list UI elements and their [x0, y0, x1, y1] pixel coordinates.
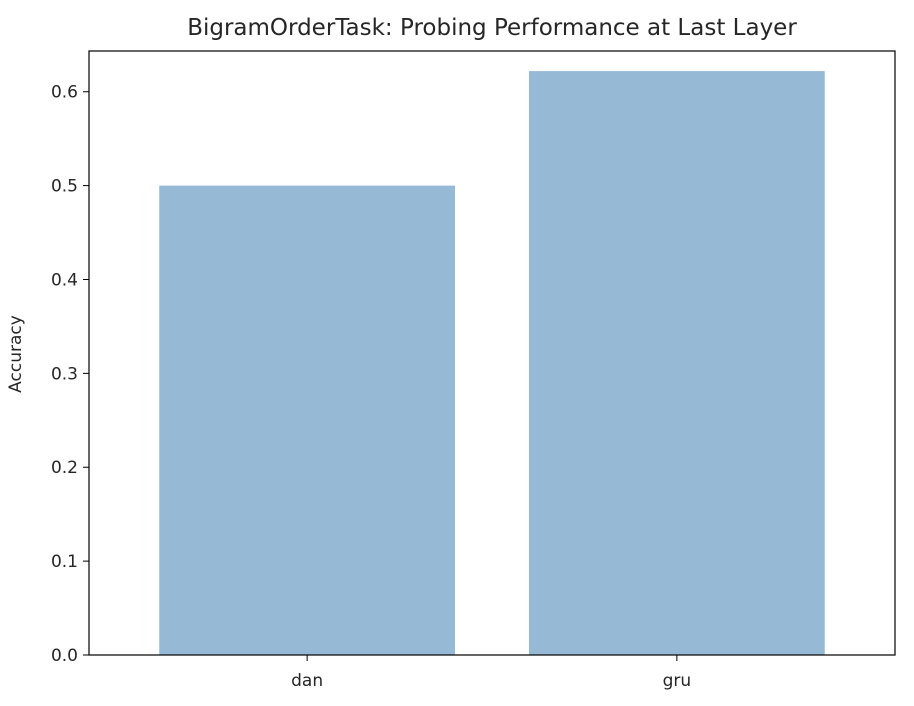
bars-layer	[159, 71, 825, 655]
bar-gru	[528, 71, 825, 655]
y-tick-label: 0.0	[51, 646, 78, 666]
x-tick-label: dan	[291, 671, 323, 691]
y-axis-label: Accuracy	[6, 315, 26, 393]
x-tick-label: gru	[663, 671, 692, 691]
x-ticks-layer: dan gru	[291, 655, 691, 691]
y-tick-label: 0.5	[51, 177, 78, 197]
y-tick-label: 0.4	[51, 270, 78, 290]
y-ticks-layer: 0.0 0.1 0.2 0.3 0.4 0.5 0.6	[51, 83, 89, 666]
y-tick-label: 0.6	[51, 83, 78, 103]
y-tick-label: 0.2	[51, 458, 78, 478]
plot-frame	[88, 50, 896, 656]
y-tick-label: 0.3	[51, 364, 78, 384]
chart-title: BigramOrderTask: Probing Performance at …	[187, 15, 797, 41]
bar-dan	[159, 185, 456, 655]
y-tick-label: 0.1	[51, 552, 78, 572]
